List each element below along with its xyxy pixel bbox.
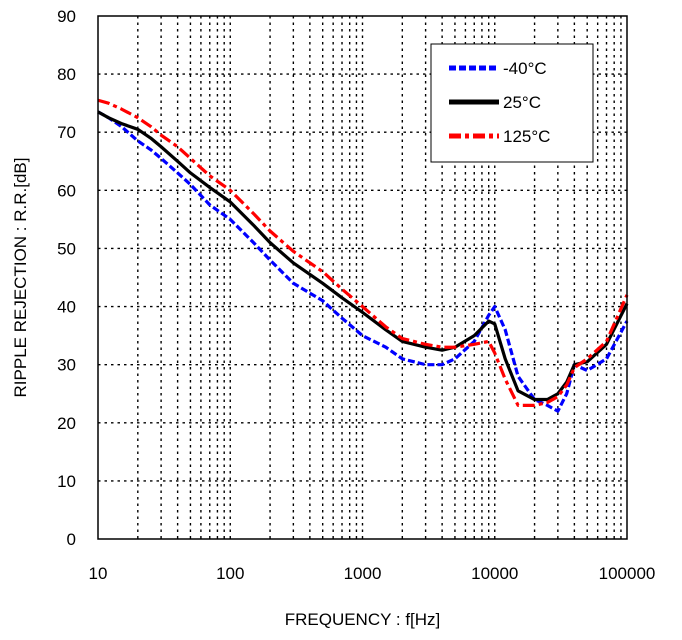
y-tick-label: 90 (57, 7, 76, 26)
y-tick-label: 60 (57, 181, 76, 200)
legend: -40°C 25°C 125°C (430, 43, 594, 163)
x-tick-label: 1000 (344, 564, 382, 583)
grid-lines (98, 16, 627, 539)
y-tick-label: 0 (67, 530, 76, 549)
x-tick-label: 10000 (471, 564, 518, 583)
data-series (97, 98, 629, 413)
tick-labels: 10 100 1000 10000 100000 0 10 20 30 40 50 60 70 80 90 (57, 7, 655, 583)
y-tick-label: 70 (57, 123, 76, 142)
y-tick-label: 40 (57, 298, 76, 317)
x-tick-label: 100000 (599, 564, 656, 583)
y-tick-label: 80 (57, 65, 76, 84)
y-tick-label: 10 (57, 472, 76, 491)
x-axis-label: FREQUENCY : f[Hz] (285, 610, 441, 629)
y-tick-label: 30 (57, 356, 76, 375)
legend-label: 25°C (503, 93, 541, 112)
series-line (97, 110, 629, 413)
y-tick-label: 20 (57, 414, 76, 433)
legend-label: 125°C (503, 127, 550, 146)
plot-area-frame (97, 15, 628, 540)
series-line (97, 98, 629, 407)
y-tick-label: 50 (57, 239, 76, 258)
x-tick-label: 100 (216, 564, 244, 583)
y-axis-label: RIPPLE REJECTION : R.R.[dB] (11, 158, 30, 398)
legend-label: -40°C (503, 59, 547, 78)
series-line (97, 110, 629, 402)
x-tick-label: 10 (89, 564, 108, 583)
